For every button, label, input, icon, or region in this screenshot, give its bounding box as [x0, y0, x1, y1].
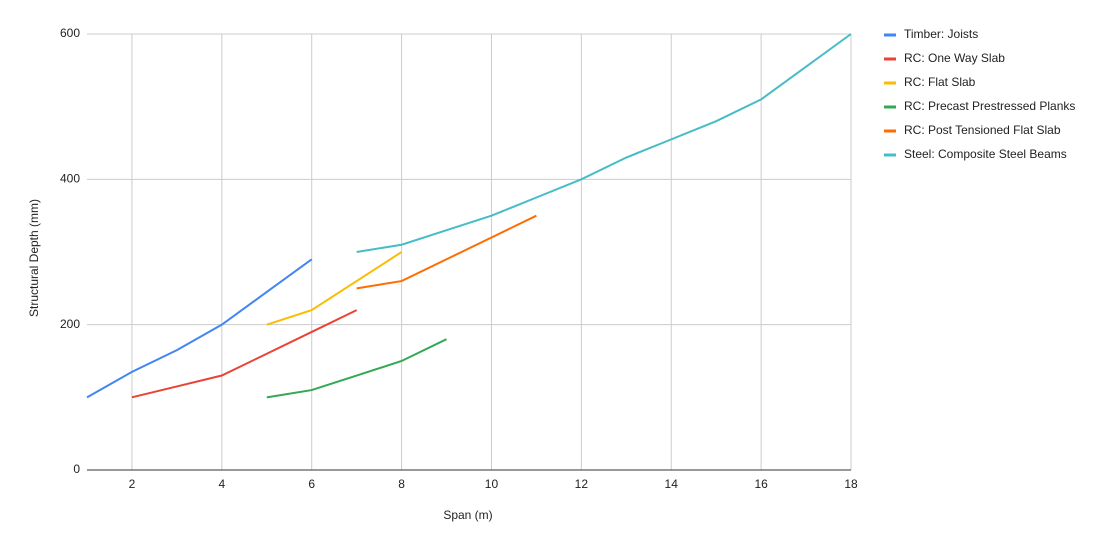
x-tick-label: 14	[665, 477, 679, 491]
series-line	[266, 251, 403, 326]
legend-label: RC: Flat Slab	[904, 75, 976, 89]
series-line	[131, 309, 358, 399]
x-tick-label: 18	[844, 477, 858, 491]
y-tick-label: 0	[73, 462, 80, 476]
legend-label: Timber: Joists	[904, 27, 978, 41]
x-tick-label: 10	[485, 477, 499, 491]
series-line	[356, 33, 852, 253]
y-axis-title: Structural Depth (mm)	[27, 199, 41, 317]
x-axis-title: Span (m)	[443, 508, 492, 522]
legend-label: RC: Precast Prestressed Planks	[904, 99, 1075, 113]
x-tick-label: 8	[398, 477, 405, 491]
x-tick-label: 16	[754, 477, 768, 491]
legend-label: Steel: Composite Steel Beams	[904, 147, 1067, 161]
y-tick-label: 600	[60, 26, 80, 40]
series-line	[266, 338, 447, 399]
y-tick-label: 400	[60, 172, 80, 186]
series-line	[356, 214, 537, 290]
x-tick-label: 4	[218, 477, 225, 491]
legend-label: RC: One Way Slab	[904, 51, 1005, 65]
y-tick-label: 200	[60, 317, 80, 331]
x-tick-label: 12	[575, 477, 589, 491]
legend-label: RC: Post Tensioned Flat Slab	[904, 123, 1061, 137]
series-line	[86, 258, 313, 399]
x-tick-label: 6	[308, 477, 315, 491]
x-tick-label: 2	[129, 477, 136, 491]
